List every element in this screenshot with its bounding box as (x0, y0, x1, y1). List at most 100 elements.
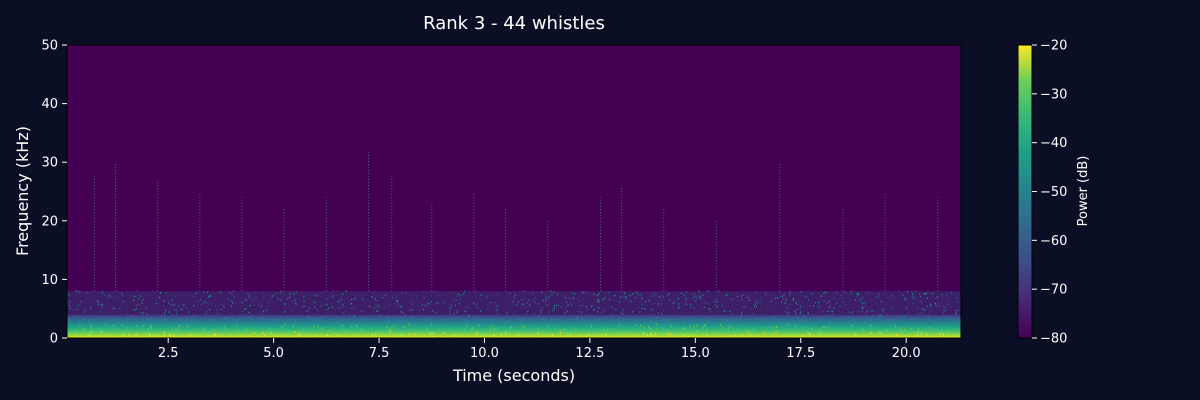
band-speck (175, 328, 177, 331)
noise-speck (593, 308, 595, 311)
band-speck (702, 336, 704, 338)
noise-speck (205, 313, 207, 315)
band-speck (509, 336, 511, 338)
noise-speck (717, 294, 719, 297)
noise-speck (168, 311, 170, 313)
band-speck (315, 334, 317, 337)
noise-speck (781, 301, 783, 303)
noise-speck (68, 304, 70, 307)
band-speck (618, 323, 620, 326)
noise-speck (375, 299, 377, 302)
band-speck (250, 323, 252, 326)
noise-speck (627, 297, 629, 299)
band-speck (253, 332, 255, 335)
noise-speck (569, 303, 571, 305)
noise-speck (527, 299, 529, 301)
band-speck (918, 327, 920, 330)
noise-speck (932, 292, 934, 295)
band-speck (266, 321, 268, 324)
y-tick-label: 50 (41, 39, 58, 54)
band-speck (788, 315, 790, 318)
colorbar-tick-label: −40 (1040, 136, 1067, 151)
noise-speck (785, 311, 787, 314)
noise-speck (255, 296, 257, 299)
band-speck (510, 320, 512, 323)
band-speck (241, 316, 243, 319)
band-speck (609, 327, 611, 330)
band-speck (788, 330, 790, 333)
band-speck (546, 325, 548, 328)
band-speck (575, 329, 577, 332)
band-speck (656, 328, 658, 331)
band-speck (808, 335, 810, 338)
band-speck (410, 315, 412, 318)
band-speck (387, 315, 389, 318)
colorbar-tick-label: −30 (1040, 87, 1067, 102)
band-speck (559, 335, 561, 338)
noise-speck (783, 294, 785, 296)
noise-speck (890, 309, 892, 311)
noise-speck (856, 293, 858, 295)
band-speck (489, 322, 491, 325)
noise-speck (884, 312, 886, 314)
noise-speck (776, 297, 778, 299)
noise-speck (535, 301, 537, 304)
band-speck (646, 333, 648, 336)
noise-speck (90, 307, 92, 309)
noise-speck (516, 304, 518, 307)
noise-speck (580, 311, 582, 313)
noise-speck (685, 297, 687, 300)
noise-speck (466, 310, 468, 312)
band-speck (280, 316, 282, 319)
noise-speck (188, 311, 190, 314)
band-speck (183, 336, 185, 338)
noise-speck (707, 303, 709, 305)
band-speck (774, 316, 776, 319)
noise-speck (289, 293, 291, 295)
band-speck (794, 325, 796, 328)
band-speck (237, 318, 239, 321)
noise-speck (185, 307, 187, 309)
noise-speck (303, 296, 305, 299)
noise-speck (391, 297, 393, 299)
band-speck (900, 329, 902, 332)
noise-speck (533, 313, 535, 315)
noise-speck (219, 312, 221, 315)
noise-speck (829, 309, 831, 312)
noise-speck (755, 297, 757, 300)
noise-speck (905, 297, 907, 300)
noise-speck (792, 297, 794, 300)
noise-speck (818, 297, 820, 300)
noise-speck (181, 308, 183, 311)
noise-speck (598, 292, 600, 295)
noise-speck (879, 313, 881, 315)
band-speck (330, 320, 332, 323)
band-speck (895, 325, 897, 328)
band-speck (160, 315, 162, 318)
band-speck (905, 321, 907, 324)
noise-speck (77, 291, 79, 293)
noise-speck (163, 312, 165, 314)
noise-speck (603, 300, 605, 302)
noise-speck (937, 303, 939, 305)
noise-speck (229, 291, 231, 294)
noise-speck (245, 307, 247, 310)
noise-speck (375, 304, 377, 307)
band-speck (878, 315, 880, 318)
noise-speck (139, 303, 141, 306)
noise-speck (175, 309, 177, 312)
band-speck (848, 315, 850, 318)
noise-speck (673, 302, 675, 304)
noise-speck (135, 308, 137, 310)
noise-speck (808, 299, 810, 301)
noise-speck (876, 303, 878, 305)
band-speck (516, 315, 518, 318)
band-speck (179, 324, 181, 327)
noise-speck (402, 311, 404, 314)
noise-speck (826, 291, 828, 294)
noise-speck (546, 304, 548, 307)
noise-speck (140, 291, 142, 294)
noise-speck (741, 311, 743, 314)
band-speck (670, 333, 672, 336)
band-speck (471, 328, 473, 331)
